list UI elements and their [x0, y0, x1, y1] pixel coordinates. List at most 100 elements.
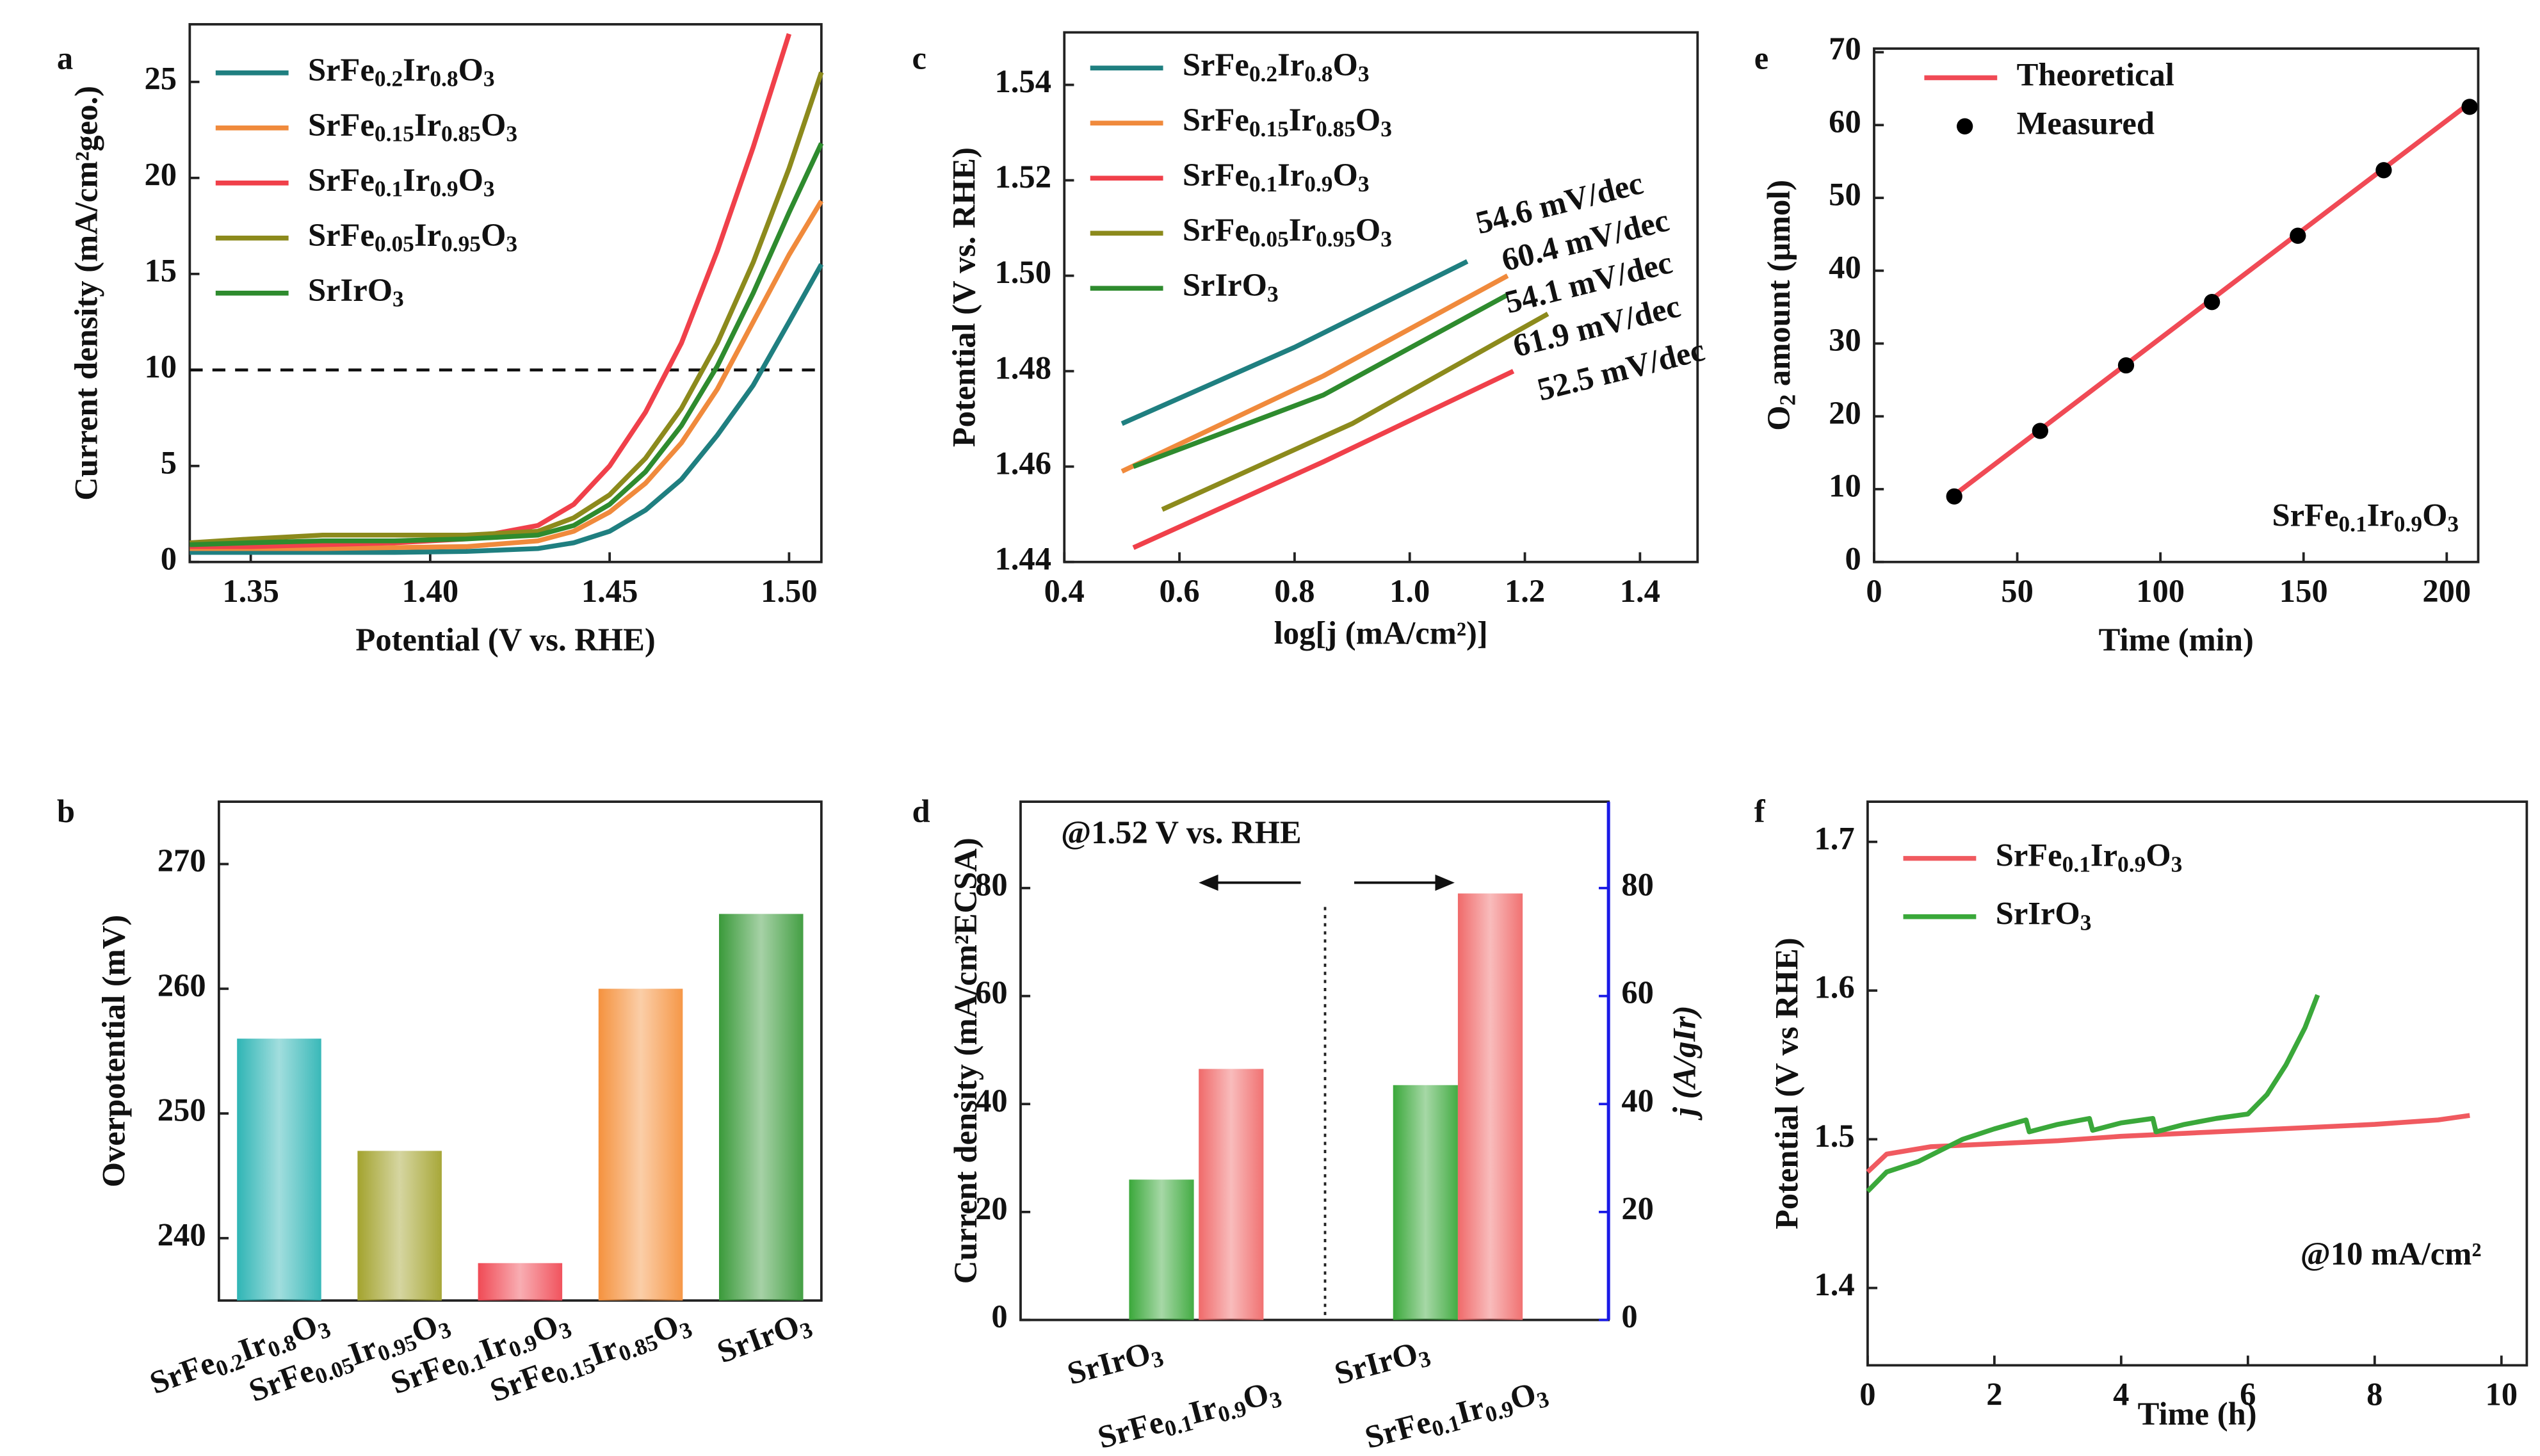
- y-tick-label: 15: [145, 252, 177, 288]
- y-tick-label: 1.52: [995, 159, 1052, 195]
- legend-label: SrFe0.05Ir0.95O3: [308, 216, 517, 256]
- data-line: [1161, 311, 1549, 512]
- x-tick-label: 1.50: [761, 573, 818, 609]
- y-tick-label: 20: [975, 1191, 1008, 1227]
- data-point: [2290, 227, 2306, 244]
- y-axis-title: Current density (mA/cm²ECSA): [948, 837, 983, 1284]
- bar: [237, 1039, 321, 1301]
- panel-label: d: [912, 793, 930, 829]
- y-tick-label: 70: [1829, 31, 1861, 67]
- legend-label: SrIrO3: [308, 271, 404, 311]
- data-line: [190, 263, 824, 555]
- annotation: SrFe0.1Ir0.9O3: [2272, 497, 2459, 537]
- x-tick-label: 0.6: [1159, 573, 1199, 609]
- x-tick-label: 1.0: [1389, 573, 1430, 609]
- y-tick-label: 1.44: [995, 540, 1052, 576]
- y-tick-label: 1.54: [995, 63, 1052, 99]
- x-tick-label: 2: [1986, 1377, 2002, 1412]
- data-point: [2375, 162, 2392, 179]
- legend-label: SrIrO3: [1183, 267, 1279, 307]
- panel-label: f: [1754, 793, 1766, 829]
- y-tick-label: 250: [158, 1092, 206, 1128]
- annotation: @1.52 V vs. RHE: [1061, 814, 1301, 850]
- plot-frame: [1063, 31, 1699, 563]
- y-axis-title: Potential (V vs RHE): [1768, 937, 1804, 1229]
- bar: [1129, 1179, 1194, 1320]
- x-tick-label: SrIrO3: [1331, 1332, 1434, 1395]
- x-tick-label: 1.4: [1620, 573, 1660, 609]
- y-axis-title: Potential (V vs. RHE): [946, 147, 982, 447]
- panel-label: e: [1754, 40, 1768, 76]
- y-tick-label: 60: [1829, 104, 1861, 140]
- data-point: [2117, 357, 2135, 374]
- data-point: [2461, 99, 2478, 115]
- y-tick-label: 1.6: [1814, 969, 1854, 1005]
- legend-label: SrFe0.15Ir0.85O3: [308, 106, 517, 146]
- y2-tick-label: 20: [1621, 1191, 1654, 1227]
- y-tick-label: 260: [158, 967, 206, 1003]
- y-tick-label: 270: [158, 843, 206, 878]
- annotation: @10 mA/cm²: [2301, 1235, 2482, 1271]
- y-tick-label: 1.4: [1814, 1266, 1854, 1302]
- legend-label: SrFe0.1Ir0.9O3: [308, 161, 495, 201]
- y2-tick-label: 60: [1621, 975, 1654, 1010]
- legend-label: SrFe0.1Ir0.9O3: [1183, 157, 1370, 197]
- data-line: [1132, 369, 1515, 550]
- data-point: [2203, 294, 2220, 311]
- data-line: [1866, 994, 2320, 1193]
- arrow-head: [1199, 874, 1218, 891]
- y-tick-label: 0: [991, 1298, 1007, 1334]
- data-line: [1120, 259, 1469, 426]
- x-tick-label: 1.45: [581, 573, 638, 609]
- x-tick-label: 1.2: [1505, 573, 1545, 609]
- bar: [598, 989, 683, 1301]
- x-tick-label: 0: [1859, 1377, 1875, 1412]
- bar: [718, 914, 804, 1301]
- y-tick-label: 40: [1829, 249, 1861, 285]
- x-tick-label: 1.40: [402, 573, 459, 609]
- y-tick-label: 25: [145, 61, 177, 97]
- bar: [478, 1263, 563, 1301]
- legend-label: Theoretical: [2017, 56, 2174, 92]
- y-tick-label: 30: [1829, 322, 1861, 358]
- legend-label: SrFe0.05Ir0.95O3: [1183, 212, 1392, 252]
- y2-tick-label: 80: [1621, 867, 1654, 903]
- x-tick-label: 1.35: [222, 573, 279, 609]
- legend-label: SrFe0.2Ir0.8O3: [1183, 47, 1370, 86]
- y-tick-label: 10: [145, 348, 177, 384]
- legend-label: SrFe0.2Ir0.8O3: [308, 51, 495, 91]
- y-tick-label: 80: [975, 867, 1008, 903]
- y-tick-label: 20: [1829, 395, 1861, 431]
- y-axis-title: Current density (mA/cm²geo.): [68, 86, 104, 501]
- panel-label: b: [57, 793, 75, 829]
- x-tick-label: 200: [2422, 573, 2471, 609]
- data-line: [1120, 273, 1509, 474]
- y-axis-title: O2 amount (μmol): [1760, 180, 1800, 431]
- x-tick-label: SrFe0.1Ir0.9O3: [1361, 1372, 1552, 1456]
- x-tick-label: 100: [2136, 573, 2185, 609]
- x-tick-label: 0.8: [1274, 573, 1314, 609]
- y-tick-label: 5: [161, 444, 177, 480]
- panel-label: a: [57, 40, 73, 76]
- arrow-head: [1435, 874, 1455, 891]
- y-tick-label: 10: [1829, 468, 1861, 504]
- x-axis-title: Time (h): [2138, 1396, 2257, 1432]
- data-line: [1132, 293, 1509, 469]
- data-line: [190, 199, 824, 551]
- y-tick-label: 60: [975, 975, 1008, 1010]
- data-line: [190, 33, 792, 549]
- x-tick-label: 10: [2485, 1377, 2518, 1412]
- legend-label: Measured: [2017, 105, 2155, 141]
- x-axis-title: Potential (V vs. RHE): [355, 622, 655, 658]
- y-tick-label: 1.50: [995, 254, 1052, 290]
- data-line: [190, 71, 824, 546]
- legend-label: SrFe0.1Ir0.9O3: [1996, 837, 2183, 877]
- bar: [1457, 893, 1523, 1320]
- x-tick-label: SrFe0.1Ir0.9O3: [1094, 1372, 1284, 1456]
- x-tick-label: 50: [2001, 573, 2034, 609]
- y-tick-label: 1.48: [995, 350, 1052, 385]
- legend-marker: [1956, 118, 1973, 134]
- y-tick-label: 50: [1829, 177, 1861, 213]
- data-point: [1946, 488, 1962, 505]
